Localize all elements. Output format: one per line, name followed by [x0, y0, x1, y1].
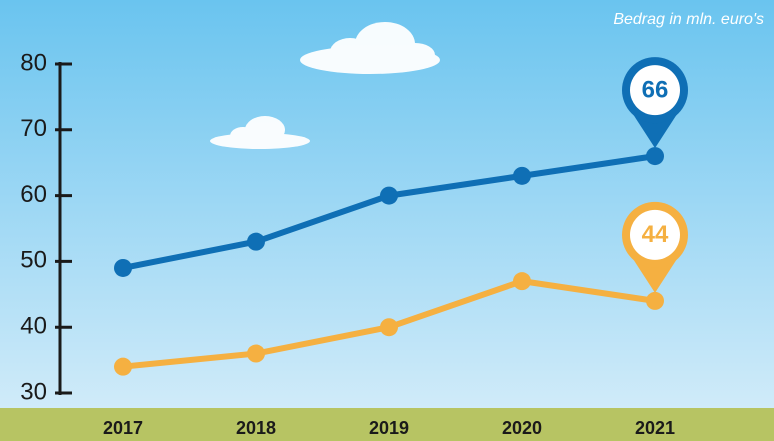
- point: [646, 291, 664, 310]
- pin-center: [630, 209, 680, 260]
- point: [380, 318, 398, 337]
- x-tick-label: 2019: [369, 418, 409, 438]
- ground: [0, 408, 774, 441]
- data-label: 44: [642, 221, 669, 248]
- y-tick-label: 80: [20, 49, 47, 76]
- y-tick-label: 40: [20, 313, 47, 340]
- point: [513, 272, 531, 291]
- point: [114, 258, 132, 277]
- pin-shape: [633, 258, 677, 293]
- pin-center: [630, 65, 680, 116]
- point: [380, 186, 398, 205]
- point: [247, 232, 265, 251]
- x-tick-label: 2018: [236, 418, 276, 438]
- point: [646, 147, 664, 166]
- value-pin: 44: [622, 201, 688, 293]
- y-tick-label: 70: [20, 115, 47, 142]
- data-label: 66: [642, 76, 669, 103]
- y-tick-label: 30: [20, 378, 47, 405]
- x-tick-label: 2020: [502, 418, 542, 438]
- point: [114, 357, 132, 376]
- x-tick-label: 2017: [103, 418, 143, 438]
- y-tick-label: 60: [20, 181, 47, 208]
- cloud: [210, 116, 310, 149]
- x-tick-label: 2021: [635, 418, 675, 438]
- point: [513, 166, 531, 185]
- pin-shape: [633, 114, 677, 149]
- point: [247, 344, 265, 363]
- annotation: Bedrag in mln. euro's: [613, 11, 764, 28]
- y-tick-label: 50: [20, 247, 47, 274]
- cloud: [300, 22, 440, 74]
- value-pin: 66: [622, 57, 688, 149]
